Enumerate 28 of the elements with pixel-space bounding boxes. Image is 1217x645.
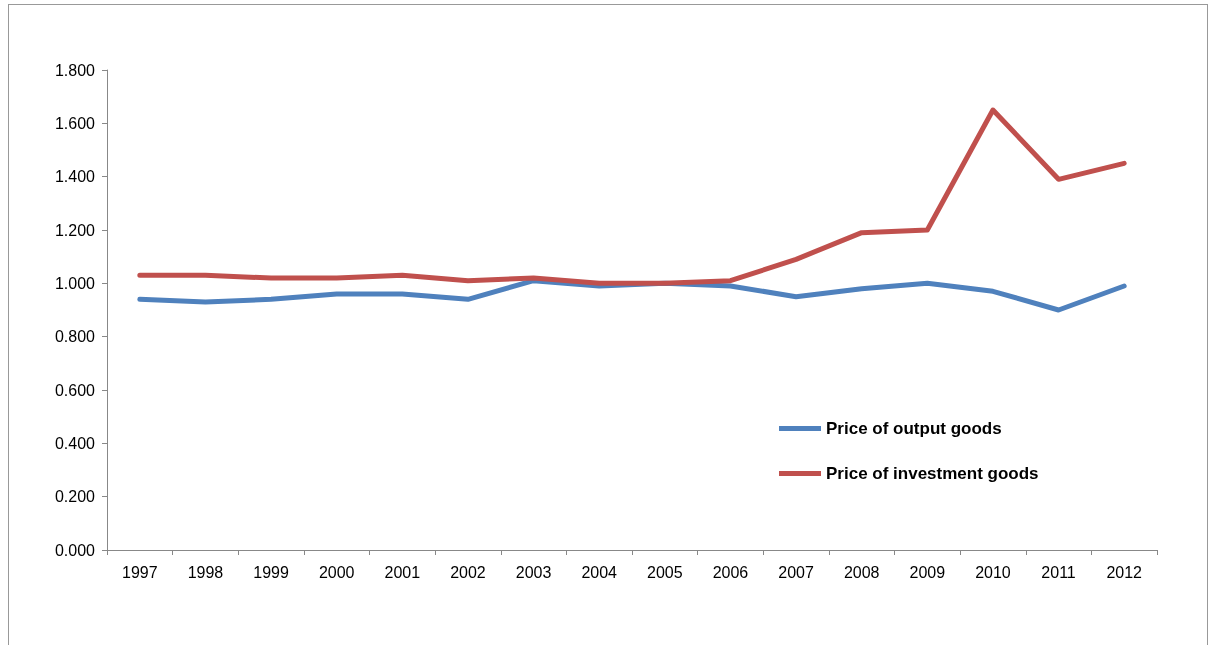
y-tick-label: 1.800	[54, 61, 96, 79]
legend-label: Price of investment goods	[826, 464, 1039, 483]
x-tick-label: 2007	[778, 563, 814, 581]
x-tick-label: 2003	[515, 563, 552, 581]
x-tick-label: 2009	[909, 563, 946, 581]
x-tick-label: 2001	[384, 563, 421, 581]
x-tick-label: 2010	[975, 563, 1011, 581]
x-tick-label: 2000	[318, 563, 355, 581]
x-tick-label: 1999	[253, 563, 289, 581]
x-tick-label: 2006	[712, 563, 749, 581]
x-tick-label: 2002	[450, 563, 486, 581]
x-tick-label: 1997	[122, 563, 158, 581]
y-tick-label: 0.000	[54, 541, 96, 559]
x-tick-label: 2008	[843, 563, 880, 581]
legend-label: Price of output goods	[826, 419, 1002, 438]
x-tick-label: 2011	[1041, 563, 1076, 581]
y-tick-label: 0.800	[54, 328, 96, 346]
y-tick-label: 0.600	[54, 381, 96, 399]
y-tick-label: 1.000	[54, 274, 96, 292]
x-tick-label: 1998	[187, 563, 224, 581]
y-tick-label: 1.200	[54, 221, 96, 239]
y-tick-label: 0.200	[54, 488, 96, 506]
x-tick-label: 2005	[647, 563, 683, 581]
y-tick-label: 1.600	[54, 114, 96, 132]
x-tick-label: 2012	[1106, 563, 1143, 581]
y-tick-label: 1.400	[54, 168, 96, 186]
x-tick-label: 2004	[581, 563, 618, 581]
y-tick-label: 0.400	[54, 434, 96, 452]
